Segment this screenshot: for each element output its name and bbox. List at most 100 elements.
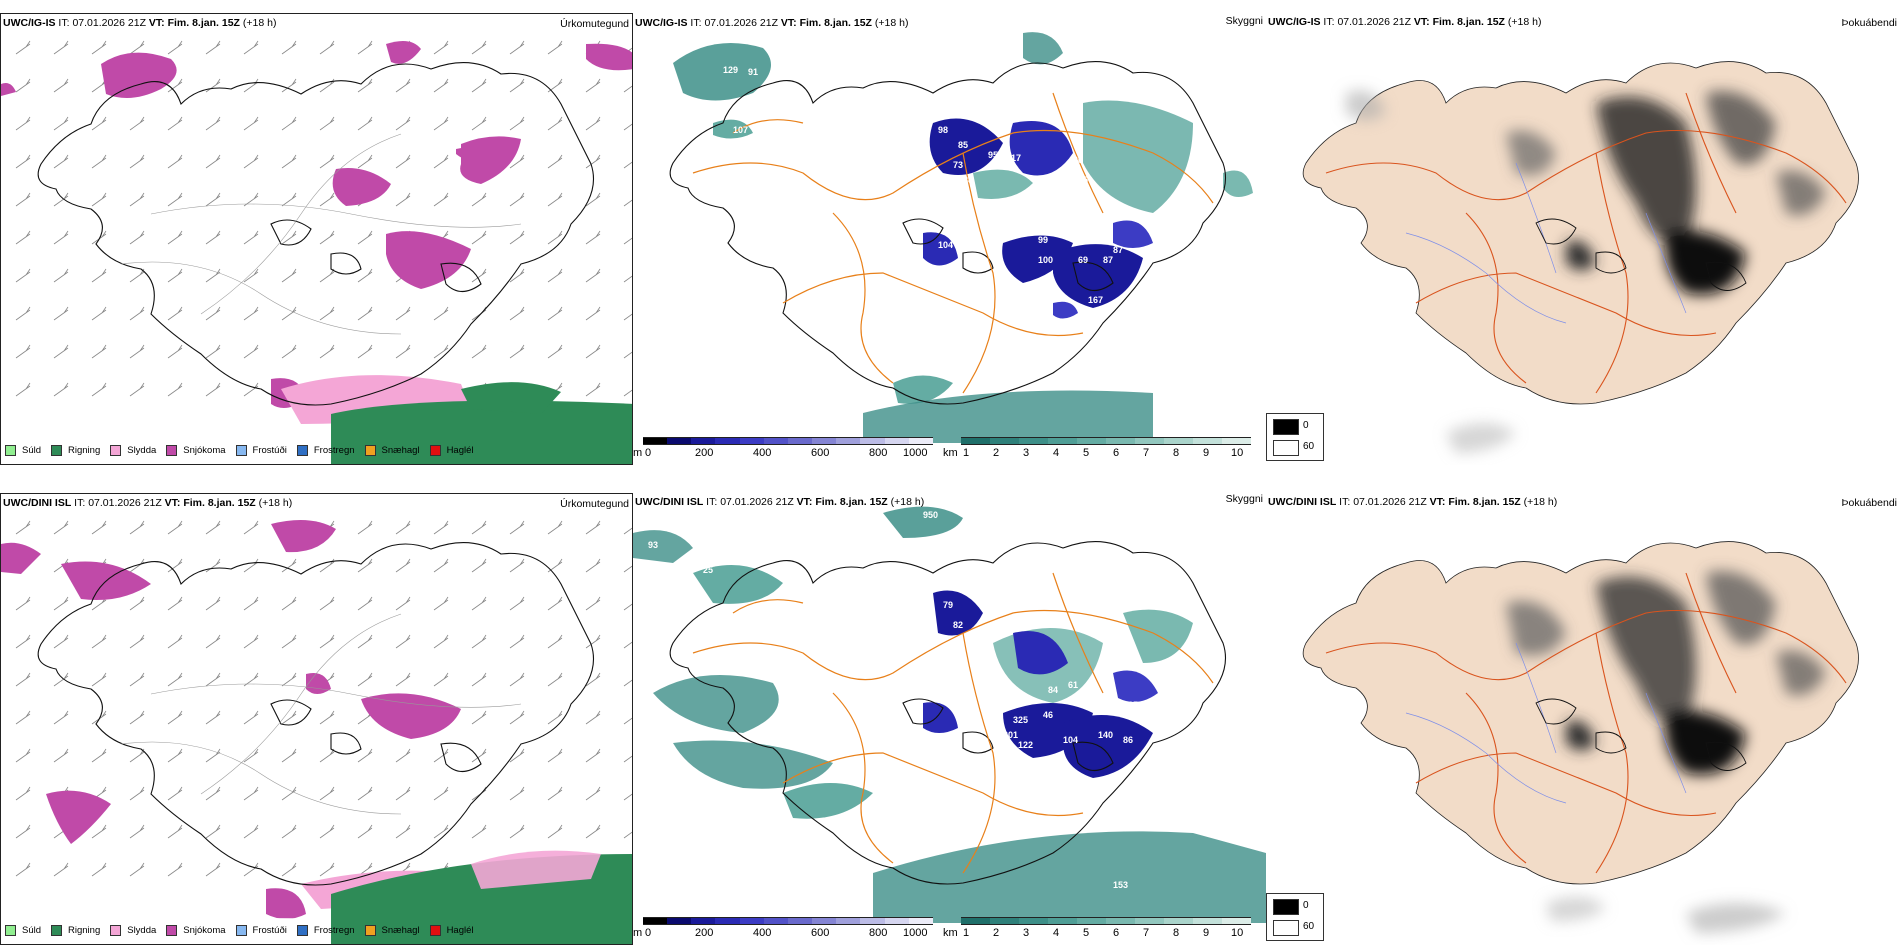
wind-barb <box>547 672 563 687</box>
wind-barb <box>15 344 31 359</box>
depth-tick: 1000 <box>903 927 928 939</box>
colorbar-segment <box>1106 437 1135 445</box>
wind-barb <box>547 40 563 55</box>
wind-barb <box>395 154 411 169</box>
wind-barb <box>281 634 297 649</box>
wind-barb <box>129 862 145 877</box>
colorbar-segment <box>1048 917 1077 925</box>
wind-barb <box>129 268 145 283</box>
fog-key-swatch <box>1273 419 1299 435</box>
depth-label: 91 <box>748 67 758 77</box>
legend-item: Haglél <box>429 445 474 456</box>
wind-barb <box>167 230 183 245</box>
legend-item: Frostúði <box>235 925 287 936</box>
panel-title: Skyggni <box>1225 15 1263 27</box>
wind-barb <box>129 116 145 131</box>
legend-label: Frostúði <box>252 445 287 456</box>
wind-barb <box>129 344 145 359</box>
legend-swatch <box>429 925 441 936</box>
colorbar-segment <box>836 917 861 925</box>
wind-barb <box>319 192 335 207</box>
wind-barb <box>91 634 107 649</box>
wind-barb <box>509 306 525 321</box>
legend-swatch <box>296 925 308 936</box>
wind-barb <box>15 520 31 535</box>
depth-unit: m <box>633 447 643 459</box>
depth-label: 99 <box>1038 235 1048 245</box>
wind-barb <box>15 192 31 207</box>
wind-barb <box>395 116 411 131</box>
wind-barb <box>395 78 411 93</box>
visibility-tick: 6 <box>1113 927 1120 939</box>
wind-barb <box>281 596 297 611</box>
wind-barb <box>509 344 525 359</box>
wind-barb <box>319 748 335 763</box>
wind-barb <box>357 268 373 283</box>
visibility-panel-bottom: 950 93 25 79 82 23 84 46 61 325 201 122 104 140 86 65 98… <box>633 493 1266 945</box>
wind-barb <box>129 520 145 535</box>
legend-item: Frostregn <box>296 445 355 456</box>
visibility-tick: 7 <box>1143 447 1150 459</box>
wind-barb <box>585 520 601 535</box>
wind-barb <box>357 154 373 169</box>
wind-barb <box>623 603 632 611</box>
wind-barb <box>15 710 31 725</box>
visibility-tick: 6 <box>1113 447 1120 459</box>
depth-colorbar-bottom: m 0 200 400 600 800 1000 <box>633 917 933 943</box>
wind-barb <box>623 717 632 725</box>
visibility-tick: 8 <box>1173 927 1180 939</box>
fog-key-bottom: 0 60 <box>1266 893 1324 941</box>
wind-barb <box>205 192 221 207</box>
wind-barb <box>53 154 69 169</box>
panel-header: UWC/DINI ISL IT: 07.01.2026 21Z VT: Fim.… <box>3 497 293 509</box>
depth-label: 65 <box>1128 700 1138 710</box>
colorbar-segment <box>908 917 933 925</box>
legend-item: Snæhagl <box>364 445 420 456</box>
depth-label: 201 <box>1003 730 1018 740</box>
wind-barb <box>53 710 69 725</box>
legend-item: Snjókoma <box>166 445 226 456</box>
wind-barb <box>547 306 563 321</box>
wind-barb <box>281 306 297 321</box>
depth-label: 25 <box>1078 175 1088 185</box>
wind-barb <box>205 154 221 169</box>
wind-barb <box>243 40 259 55</box>
depth-tick: 200 <box>695 447 714 459</box>
wind-barb <box>509 520 525 535</box>
depth-label: 17 <box>1011 153 1021 163</box>
colorbar-segment <box>1019 917 1048 925</box>
depth-label: 129 <box>723 65 738 75</box>
wind-barb <box>243 268 259 283</box>
wind-barb <box>243 192 259 207</box>
wind-barb <box>243 306 259 321</box>
wind-barb <box>281 154 297 169</box>
wind-barb <box>205 116 221 131</box>
wind-barb <box>585 268 601 283</box>
wind-barb <box>471 344 487 359</box>
wind-barb <box>167 306 183 321</box>
wind-barb <box>471 192 487 207</box>
colorbar-segment <box>812 917 837 925</box>
wind-barb <box>319 786 335 801</box>
wind-barb <box>167 862 183 877</box>
fog-key-swatch <box>1273 920 1299 936</box>
wind-barb <box>395 824 411 839</box>
wind-barb <box>129 672 145 687</box>
panel-header: UWC/IG-IS IT: 07.01.2026 21Z VT: Fim. 8.… <box>3 17 277 29</box>
colorbar-segment <box>860 917 885 925</box>
wind-barb <box>167 40 183 55</box>
wind-barb <box>91 344 107 359</box>
wind-barb <box>243 230 259 245</box>
wind-barb <box>547 268 563 283</box>
wind-barb <box>509 268 525 283</box>
depth-label: 950 <box>923 510 938 520</box>
colorbar-segment <box>1077 917 1106 925</box>
wind-barb <box>129 192 145 207</box>
wind-barb <box>167 192 183 207</box>
depth-tick: 0 <box>645 927 652 939</box>
wind-barb <box>167 116 183 131</box>
depth-tick: 800 <box>869 447 888 459</box>
wind-barb <box>471 824 487 839</box>
depth-label: 87 <box>1113 245 1123 255</box>
